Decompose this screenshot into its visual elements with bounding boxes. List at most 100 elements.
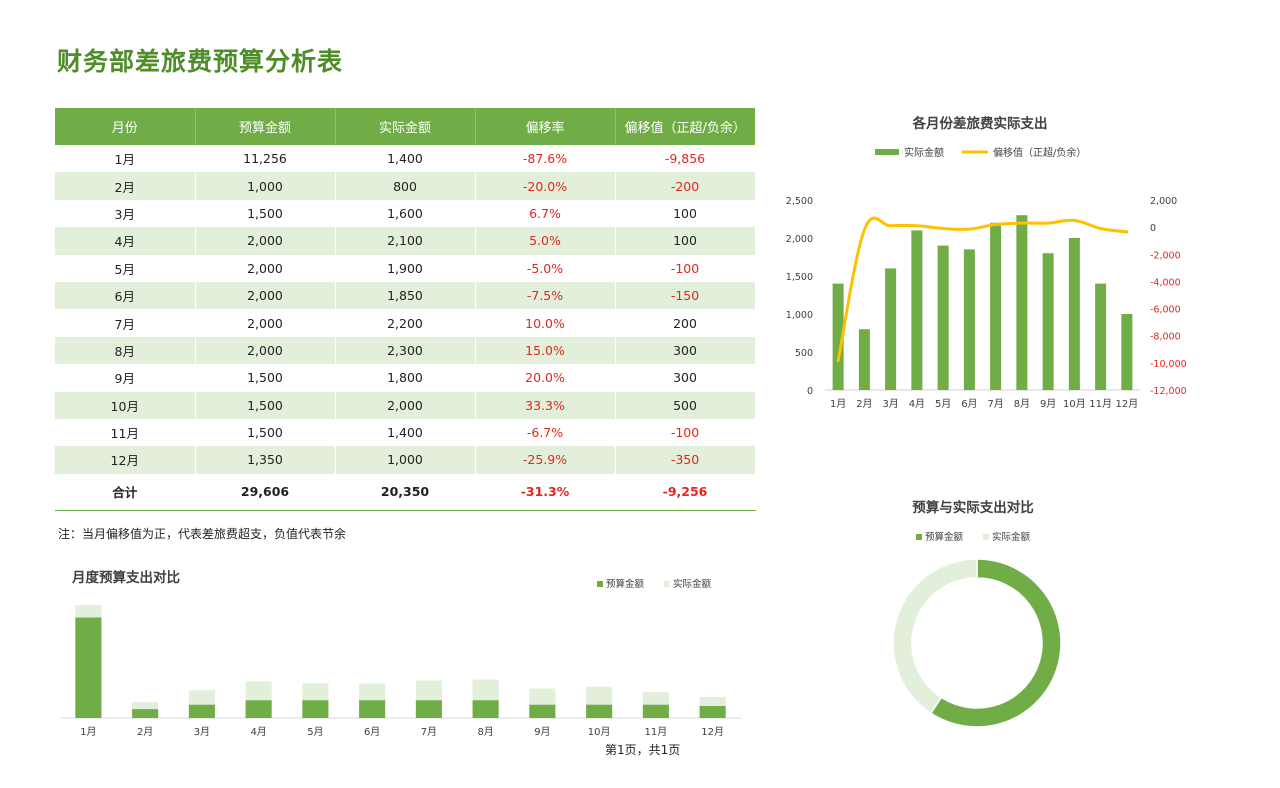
cell-offset-value: 100 — [615, 199, 756, 228]
combo-bar — [1095, 283, 1107, 390]
stacked-bar-budget — [699, 705, 726, 718]
legend-swatch-budget-stacked — [597, 581, 603, 587]
table-row: 7月 2,000 2,200 10.0% 200 — [55, 309, 756, 337]
legend-label-actual: 实际金额 — [904, 146, 944, 159]
stacked-bar-actual — [529, 688, 556, 705]
header-offset-rate: 偏移率 — [475, 108, 616, 145]
cell-budget: 2,000 — [195, 281, 336, 310]
cell-budget: 1,350 — [195, 446, 336, 474]
cell-month: 8月 — [55, 336, 196, 365]
table-row: 3月 1,500 1,600 6.7% 100 — [55, 199, 756, 228]
cell-offset-rate: -7.5% — [475, 281, 616, 310]
stacked-bar-budget — [472, 700, 499, 718]
cell-offset-rate: -5.0% — [475, 254, 616, 282]
cell-actual: 2,300 — [335, 336, 476, 365]
cell-actual: 800 — [335, 172, 476, 200]
cell-offset-value: -350 — [615, 446, 756, 474]
table-note: 注：当月偏移值为正，代表差旅费超支，负值代表节余 — [58, 527, 347, 541]
legend-swatch-actual-stacked — [664, 581, 670, 587]
combo-x-tick-label: 5月 — [935, 398, 951, 410]
combo-x-tick-label: 4月 — [909, 398, 925, 410]
table-row: 9月 1,500 1,800 20.0% 300 — [55, 364, 756, 392]
cell-actual: 1,400 — [335, 145, 476, 173]
combo-bar — [1016, 215, 1028, 390]
cell-offset-value: -100 — [615, 418, 756, 447]
cell-offset-value: -150 — [615, 281, 756, 310]
table-row: 4月 2,000 2,100 5.0% 100 — [55, 227, 756, 255]
cell-budget: 1,500 — [195, 364, 336, 392]
legend-swatch-actual-donut — [983, 534, 989, 540]
combo-bar — [858, 329, 870, 390]
stacked-bar-actual — [132, 701, 159, 710]
combo-x-tick-label: 10月 — [1063, 398, 1086, 410]
stacked-x-tick-label: 6月 — [364, 726, 380, 738]
combo-x-tick-label: 6月 — [961, 398, 977, 410]
combo-x-tick-label: 3月 — [882, 398, 898, 410]
cell-offset-rate: 6.7% — [475, 199, 616, 228]
stacked-x-tick-label: 4月 — [250, 726, 266, 738]
combo-bar — [1068, 238, 1080, 390]
total-offset-rate: -31.3% — [475, 473, 616, 511]
cell-actual: 1,000 — [335, 446, 476, 474]
stacked-bar-budget — [415, 700, 442, 718]
table-body: 1月 11,256 1,400 -87.6% -9,856 2月 1,000 800 -20.0… — [55, 145, 756, 474]
stacked-bar-budget — [188, 704, 215, 718]
cell-actual: 1,900 — [335, 254, 476, 282]
cell-offset-rate: -87.6% — [475, 145, 616, 173]
combo-bar — [832, 283, 844, 390]
donut-chart-title: 预算与实际支出对比 — [912, 499, 1034, 516]
legend-label-budget-stacked: 预算金额 — [606, 578, 645, 590]
table-row: 1月 11,256 1,400 -87.6% -9,856 — [55, 145, 756, 173]
cell-budget: 1,500 — [195, 391, 336, 419]
header-budget: 预算金额 — [195, 108, 336, 145]
cell-month: 11月 — [55, 418, 196, 447]
table-row: 2月 1,000 800 -20.0% -200 — [55, 172, 756, 200]
cell-offset-value: 100 — [615, 227, 756, 255]
stacked-bar-actual — [642, 692, 669, 705]
table-row: 8月 2,000 2,300 15.0% 300 — [55, 336, 756, 365]
stacked-x-tick-label: 9月 — [534, 726, 550, 738]
combo-x-tick-label: 2月 — [856, 398, 872, 410]
cell-offset-rate: 33.3% — [475, 391, 616, 419]
combo-left-tick-label: 2,000 — [786, 234, 813, 245]
cell-offset-rate: -6.7% — [475, 418, 616, 447]
stacked-x-tick-label: 12月 — [701, 726, 724, 738]
legend-label-actual-donut: 实际金额 — [992, 531, 1031, 543]
combo-x-tick-label: 1月 — [830, 398, 846, 410]
combo-chart-legend: 实际金额 偏移值（正超/负余） — [875, 146, 1086, 159]
combo-x-tick-label: 8月 — [1014, 398, 1030, 410]
stacked-x-tick-label: 3月 — [194, 726, 210, 738]
cell-offset-value: 300 — [615, 364, 756, 392]
combo-left-tick-label: 500 — [795, 348, 813, 359]
budget-vs-actual-donut-chart: 预算与实际支出对比 预算金额 实际金额 — [892, 499, 1062, 728]
legend-label-actual-stacked: 实际金额 — [673, 578, 712, 590]
combo-x-tick-label: 7月 — [987, 398, 1003, 410]
combo-x-tick-label: 9月 — [1040, 398, 1056, 410]
legend-label-offset: 偏移值（正超/负余） — [993, 146, 1086, 159]
cell-offset-value: 200 — [615, 309, 756, 337]
legend-swatch-budget — [916, 534, 922, 540]
header-offset-value: 偏移值（正超/负余） — [615, 108, 755, 145]
combo-right-tick-label: -10,000 — [1150, 359, 1187, 370]
combo-right-tick-label: -8,000 — [1150, 332, 1181, 343]
combo-chart-title: 各月份差旅费实际支出 — [912, 115, 1048, 132]
total-label: 合计 — [55, 473, 196, 511]
monthly-stacked-chart: 月度预算支出对比 预算金额 实际金额 1月 2月 3月 4月 5月 6月 7月 8月 9月 10月… — [60, 569, 741, 738]
header-month: 月份 — [55, 108, 196, 145]
header-actual: 实际金额 — [335, 108, 476, 145]
table-row: 12月 1,350 1,000 -25.9% -350 — [55, 446, 756, 474]
stacked-bar-budget — [132, 709, 159, 718]
cell-actual: 2,100 — [335, 227, 476, 255]
monthly-actual-combo-chart: 各月份差旅费实际支出 实际金额 偏移值（正超/负余） 0 500 1,000 1,50… — [786, 115, 1187, 410]
cell-budget: 2,000 — [195, 254, 336, 282]
donut-slice — [892, 558, 978, 715]
cell-offset-value: -200 — [615, 172, 756, 200]
stacked-x-tick-label: 7月 — [421, 726, 437, 738]
stacked-bar-budget — [586, 704, 613, 718]
cell-month: 7月 — [55, 309, 196, 337]
combo-right-tick-label: -4,000 — [1150, 277, 1181, 288]
cell-offset-rate: -25.9% — [475, 446, 616, 474]
combo-right-tick-label: -12,000 — [1150, 386, 1187, 397]
combo-x-tick-label: 11月 — [1089, 398, 1112, 410]
stacked-bar-actual — [245, 681, 272, 701]
